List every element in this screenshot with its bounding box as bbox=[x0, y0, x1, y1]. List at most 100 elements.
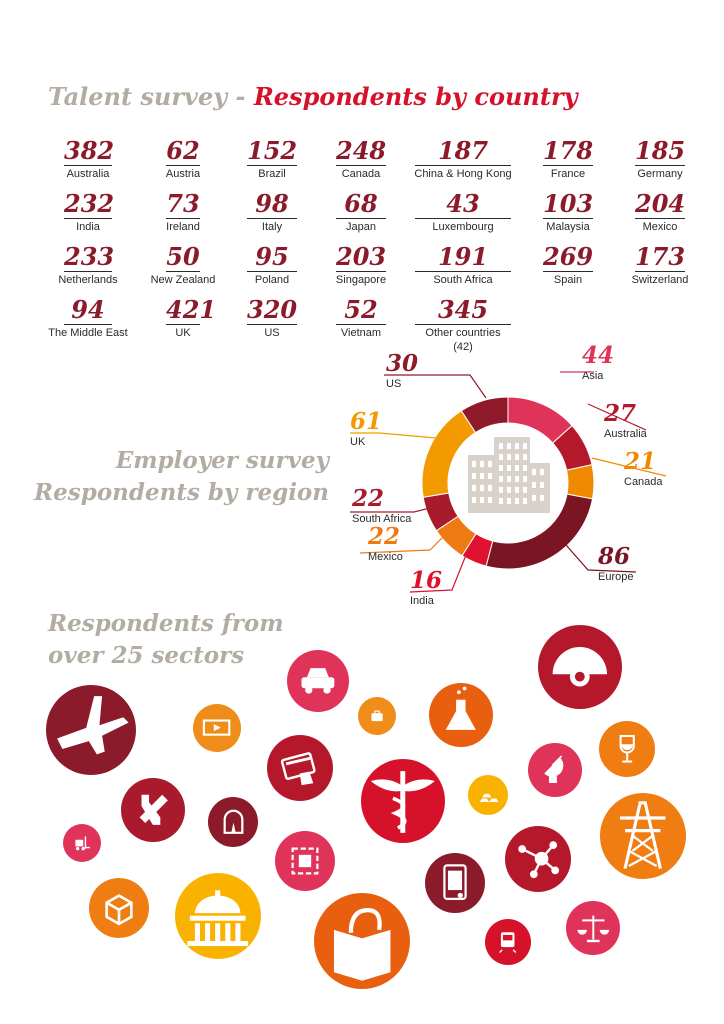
country-stat: 232 India bbox=[33, 191, 143, 233]
power-pylon-icon bbox=[600, 793, 686, 879]
region-count: 21 bbox=[624, 448, 657, 475]
country-count: 191 bbox=[415, 244, 511, 272]
country-stat: 50 New Zealand bbox=[128, 244, 238, 287]
country-name: Other countries bbox=[425, 327, 501, 339]
country-name: Germany bbox=[637, 168, 683, 180]
country-note: (42) bbox=[453, 341, 473, 353]
country-count: 232 bbox=[64, 189, 115, 219]
leader-line bbox=[565, 544, 637, 573]
region-name: South Africa bbox=[352, 513, 412, 525]
country-count: 421 bbox=[166, 295, 217, 325]
circuit-icon bbox=[275, 831, 335, 891]
leader-line bbox=[587, 403, 647, 431]
country-name: Poland bbox=[254, 274, 290, 286]
sectors-title: Respondents from over 25 sectors bbox=[48, 608, 284, 672]
country-name: Italy bbox=[261, 221, 283, 233]
country-count: 204 bbox=[635, 189, 686, 219]
leader-line bbox=[350, 507, 431, 513]
country-count: 103 bbox=[543, 189, 594, 219]
country-name: South Africa bbox=[433, 274, 493, 286]
country-name: Malaysia bbox=[546, 221, 590, 233]
country-stat: 320 US bbox=[217, 297, 327, 339]
region-count: 22 bbox=[368, 523, 401, 550]
country-count: 382 bbox=[64, 136, 115, 166]
medical-caduceus-icon bbox=[361, 759, 445, 843]
country-stat: 43 Luxembourg bbox=[408, 191, 518, 233]
leader-line bbox=[359, 529, 451, 554]
region-name: Canada bbox=[624, 476, 663, 488]
country-name: China & Hong Kong bbox=[414, 168, 512, 180]
car-icon bbox=[287, 650, 349, 712]
region-label: 22 Mexico bbox=[368, 525, 403, 564]
donut-slice-canada bbox=[566, 464, 595, 500]
employer-survey-title: Employer survey Respondents by region bbox=[34, 445, 329, 509]
country-count: 269 bbox=[543, 242, 594, 272]
leader-line bbox=[409, 549, 469, 593]
country-count: 94 bbox=[64, 297, 112, 325]
briefcase-icon bbox=[358, 697, 396, 735]
country-stat: 178 France bbox=[513, 138, 623, 180]
talent-title-prefix: Talent survey - bbox=[48, 82, 246, 111]
country-stat: 187 China & Hong Kong bbox=[408, 138, 518, 181]
region-label: 86 Europe bbox=[598, 545, 633, 584]
molecule-icon bbox=[505, 826, 571, 892]
airplane-icon bbox=[46, 685, 136, 775]
country-stat: 94 The Middle East bbox=[33, 297, 143, 340]
employer-title-line2: Respondents by region bbox=[34, 479, 329, 506]
country-count: 152 bbox=[247, 136, 298, 166]
shopping-bag-icon bbox=[314, 893, 410, 989]
sectors-title-line2: over 25 sectors bbox=[48, 642, 245, 669]
region-name: Asia bbox=[582, 370, 604, 382]
flask-icon bbox=[429, 683, 493, 747]
country-count: 173 bbox=[635, 242, 686, 272]
country-name: US bbox=[264, 327, 280, 339]
talent-title-main: Respondents by country bbox=[253, 82, 578, 111]
donut-slice-us bbox=[460, 396, 509, 434]
country-count: 73 bbox=[166, 189, 200, 219]
region-count: 27 bbox=[604, 400, 637, 427]
country-stat: 421 UK bbox=[128, 297, 238, 339]
region-name: Mexico bbox=[368, 551, 403, 563]
country-name: France bbox=[550, 168, 586, 180]
region-label: 61 UK bbox=[350, 410, 382, 449]
mobile-phone-icon bbox=[425, 853, 485, 913]
country-count: 52 bbox=[336, 297, 386, 325]
country-stat: 103 Malaysia bbox=[513, 191, 623, 233]
region-count: 30 bbox=[386, 350, 419, 377]
country-stat: 191 South Africa bbox=[408, 244, 518, 286]
region-count: 16 bbox=[410, 567, 443, 594]
country-stat: 185 Germany bbox=[605, 138, 715, 180]
country-count: 178 bbox=[543, 136, 594, 166]
country-name: Mexico bbox=[642, 221, 678, 233]
region-count: 22 bbox=[352, 485, 385, 512]
country-stat: 269 Spain bbox=[513, 244, 623, 286]
train-icon bbox=[485, 919, 531, 965]
country-stat: 73 Ireland bbox=[128, 191, 238, 233]
country-stat: 62 Austria bbox=[128, 138, 238, 181]
country-stat: 152 Brazil bbox=[217, 138, 327, 180]
country-count: 233 bbox=[64, 242, 115, 272]
country-stat: 98 Italy bbox=[217, 191, 327, 233]
country-stat: 52 Vietnam bbox=[306, 297, 416, 339]
region-label: 21 Canada bbox=[624, 450, 663, 489]
tunnel-road-icon bbox=[208, 797, 258, 847]
mining-helmet-icon bbox=[538, 625, 622, 709]
scales-icon bbox=[566, 901, 620, 955]
box-icon bbox=[89, 878, 149, 938]
country-name: The Middle East bbox=[48, 327, 128, 339]
tools-icon bbox=[121, 778, 185, 842]
country-stat: 68 Japan bbox=[306, 191, 416, 233]
country-name: Netherlands bbox=[58, 274, 118, 286]
country-name: Vietnam bbox=[340, 327, 382, 339]
region-label: 27 Australia bbox=[604, 402, 647, 441]
country-count: 345 bbox=[415, 297, 511, 325]
region-label: 44 Asia bbox=[582, 344, 614, 383]
country-count: 187 bbox=[415, 138, 511, 166]
gold-bars-icon bbox=[468, 775, 508, 815]
region-name: Europe bbox=[598, 571, 634, 583]
country-stat: 248 Canada bbox=[306, 138, 416, 180]
country-name: Switzerland bbox=[631, 274, 689, 286]
region-name: Australia bbox=[604, 428, 647, 440]
country-name: Australia bbox=[66, 168, 110, 180]
region-name: UK bbox=[350, 436, 366, 448]
